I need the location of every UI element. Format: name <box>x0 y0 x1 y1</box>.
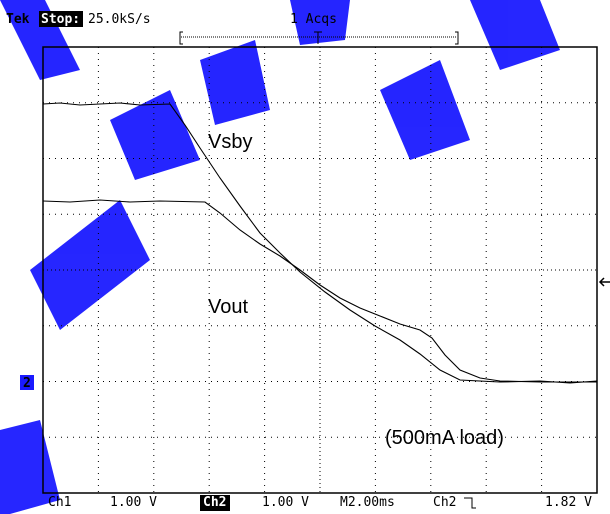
trace-vsby <box>42 102 598 384</box>
brand: Tek <box>6 12 30 27</box>
trigger-level: 1.82 V <box>545 495 592 510</box>
trace-vout <box>42 199 597 383</box>
watermark <box>0 0 560 514</box>
ch1-scale: 1.00 V <box>110 495 157 510</box>
ch1: Ch1 <box>48 495 71 510</box>
ch2-box <box>200 495 230 511</box>
channel-marker: 2 <box>23 376 31 391</box>
load-note: (500mA load) <box>385 427 504 449</box>
grid <box>43 47 597 493</box>
trace-label: Vout <box>208 296 248 318</box>
channel-marker-box <box>20 375 34 390</box>
ch2-scale: 1.00 V <box>262 495 309 510</box>
record-bracket <box>179 31 459 45</box>
acquisitions: 1 Acqs <box>290 12 337 27</box>
trigger-arrow <box>598 277 610 287</box>
falling-edge-icon <box>464 497 476 509</box>
trigger-source: Ch2 <box>433 495 456 510</box>
status-box <box>39 11 83 27</box>
trace-label: Vsby <box>208 131 252 153</box>
timebase: M2.00ms <box>340 495 395 510</box>
sample-rate: 25.0kS/s <box>88 12 151 27</box>
ch2: Ch2 <box>203 495 226 510</box>
status: Stop: <box>41 12 80 27</box>
